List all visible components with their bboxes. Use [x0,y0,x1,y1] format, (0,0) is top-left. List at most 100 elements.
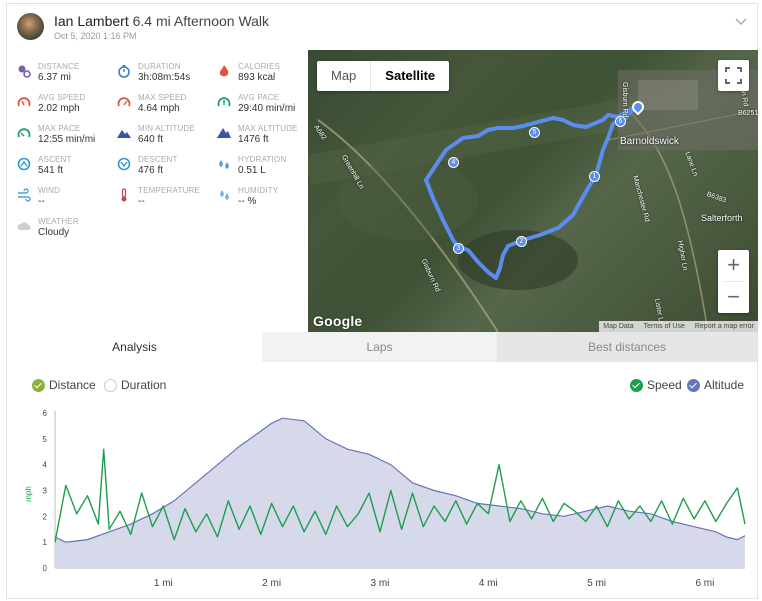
speedometer-max-icon [117,97,131,107]
checkbox-checked-icon [687,378,700,392]
route-marker[interactable]: 3 [453,243,464,254]
descent-icon [117,157,131,171]
series-toggle-speed[interactable]: Speed [630,378,682,392]
stat-value: -- [38,196,45,207]
humidity-icon [220,190,229,200]
stat-avg-pace: AVG PACE 29:40 min/mi [217,93,317,123]
pace-max-icon [17,128,31,138]
stat-label: DURATION [138,62,181,71]
route-marker[interactable]: 4 [448,157,459,168]
stat-label: MAX ALTITUDE [238,124,298,133]
route-marker[interactable]: 2 [516,236,527,247]
flame-icon [219,65,229,77]
map-data-link[interactable]: Map Data [603,323,634,330]
stat-value: 3h:08m:54s [138,72,191,83]
analysis-tabs: Analysis Laps Best distances [7,332,757,362]
y-tick-label: 0 [43,564,48,573]
y-tick-label: 3 [43,487,48,496]
stat-value: 0.51 L [238,165,266,176]
x-tick-label: 5 mi [587,578,606,589]
speed-series-line[interactable] [54,448,746,543]
stat-weather: WEATHER Cloudy [17,217,117,247]
x-axis-toggle-duration[interactable]: Duration [104,378,166,392]
tab-best-distances[interactable]: Best distances [497,332,757,362]
checkbox-checked-icon [32,378,45,392]
map-place-label: Salterforth [701,213,743,223]
checkbox-unchecked-icon [104,378,117,392]
stat-distance: DISTANCE 6.37 mi [17,62,117,92]
altitude-area [55,418,745,568]
stat-ascent: ASCENT 541 ft [17,155,117,185]
report-map-error-link[interactable]: Report a map error [694,323,754,330]
stat-label: DISTANCE [38,62,80,71]
stat-label: AVG SPEED [38,93,86,102]
stat-value: 541 ft [38,165,64,176]
speedometer-icon [17,97,31,107]
stat-humidity: HUMIDITY -- % [217,186,317,216]
y-tick-label: 5 [43,435,48,444]
map-place-label: Barnoldswick [620,136,679,147]
route-marker[interactable]: 6 [615,116,626,127]
stat-label: MAX SPEED [138,93,187,102]
stat-label: HUMIDITY [238,186,279,195]
stat-value: 893 kcal [238,72,276,83]
x-tick-label: 6 mi [695,578,714,589]
map-attribution: Map Data Terms of Use Report a map error [599,321,758,332]
stat-value: 640 ft [138,134,164,145]
water-drops-icon [219,160,229,169]
stat-value: 4.64 mph [138,103,180,114]
activity-name: 6.4 mi Afternoon Walk [132,13,270,29]
stat-label: CALORIES [238,62,281,71]
map-type-satellite-button[interactable]: Satellite [385,68,436,83]
chevron-down-icon[interactable] [735,18,747,26]
stat-value: 476 ft [138,165,164,176]
fullscreen-icon [725,67,742,84]
chart-plot[interactable]: 0 1 2 3 4 5 6 mph 1 mi 2 mi 3 mi 4 mi 5 mi 6 mi [7,364,757,600]
stats-panel: DISTANCE 6.37 mi DURATION 3h:08m:54s CALORIE… [7,50,307,332]
tab-laps[interactable]: Laps [262,332,497,362]
stat-label: MAX PACE [38,124,81,133]
pace-icon [217,97,231,107]
zoom-divider [724,281,743,282]
terms-of-use-link[interactable]: Terms of Use [643,323,685,330]
stat-value: 12:55 min/mi [38,134,96,145]
series-toggle-altitude[interactable]: Altitude [687,378,744,392]
toggle-label: Speed [647,378,682,392]
zoom-out-button[interactable]: − [727,284,740,309]
map-place-label: B6251 [738,110,758,117]
user-name[interactable]: Ian Lambert [54,13,129,29]
route-marker[interactable]: 1 [589,171,600,182]
user-avatar[interactable] [17,13,44,40]
map-type-map-button[interactable]: Map [317,61,372,91]
toggle-label: Distance [49,378,96,392]
stat-value: 2.02 mph [38,103,80,114]
y-tick-label: 6 [43,409,48,418]
x-tick-label: 4 mi [479,578,498,589]
zoom-in-button[interactable]: + [727,252,740,277]
stat-label: AVG PACE [238,93,280,102]
y-tick-label: 1 [43,538,48,547]
activity-datetime: Oct 5, 2020 1:16 PM [54,31,137,41]
fullscreen-button[interactable] [718,60,749,91]
stat-value: -- [138,196,145,207]
google-logo: Google [313,313,363,329]
stat-max-pace: MAX PACE 12:55 min/mi [17,124,117,154]
zoom-control: + − [718,250,749,313]
distance-icon [18,65,31,78]
stat-label: TEMPERATURE [138,186,201,195]
stopwatch-icon [118,65,130,78]
toggle-label: Altitude [704,378,745,392]
stat-max-altitude: MAX ALTITUDE 1476 ft [217,124,317,154]
route-marker[interactable]: 5 [529,127,540,138]
stat-duration: DURATION 3h:08m:54s [117,62,217,92]
cloud-icon [17,222,31,230]
x-axis-toggle-distance[interactable]: Distance [32,378,96,392]
y-axis-label: mph [24,486,33,502]
tab-analysis[interactable]: Analysis [7,332,262,362]
checkbox-checked-icon [630,378,643,392]
mountain-peak-icon [217,128,231,138]
x-tick-label: 3 mi [371,578,390,589]
stat-hydration: HYDRATION 0.51 L [217,155,317,185]
stat-value: 29:40 min/mi [238,103,296,114]
